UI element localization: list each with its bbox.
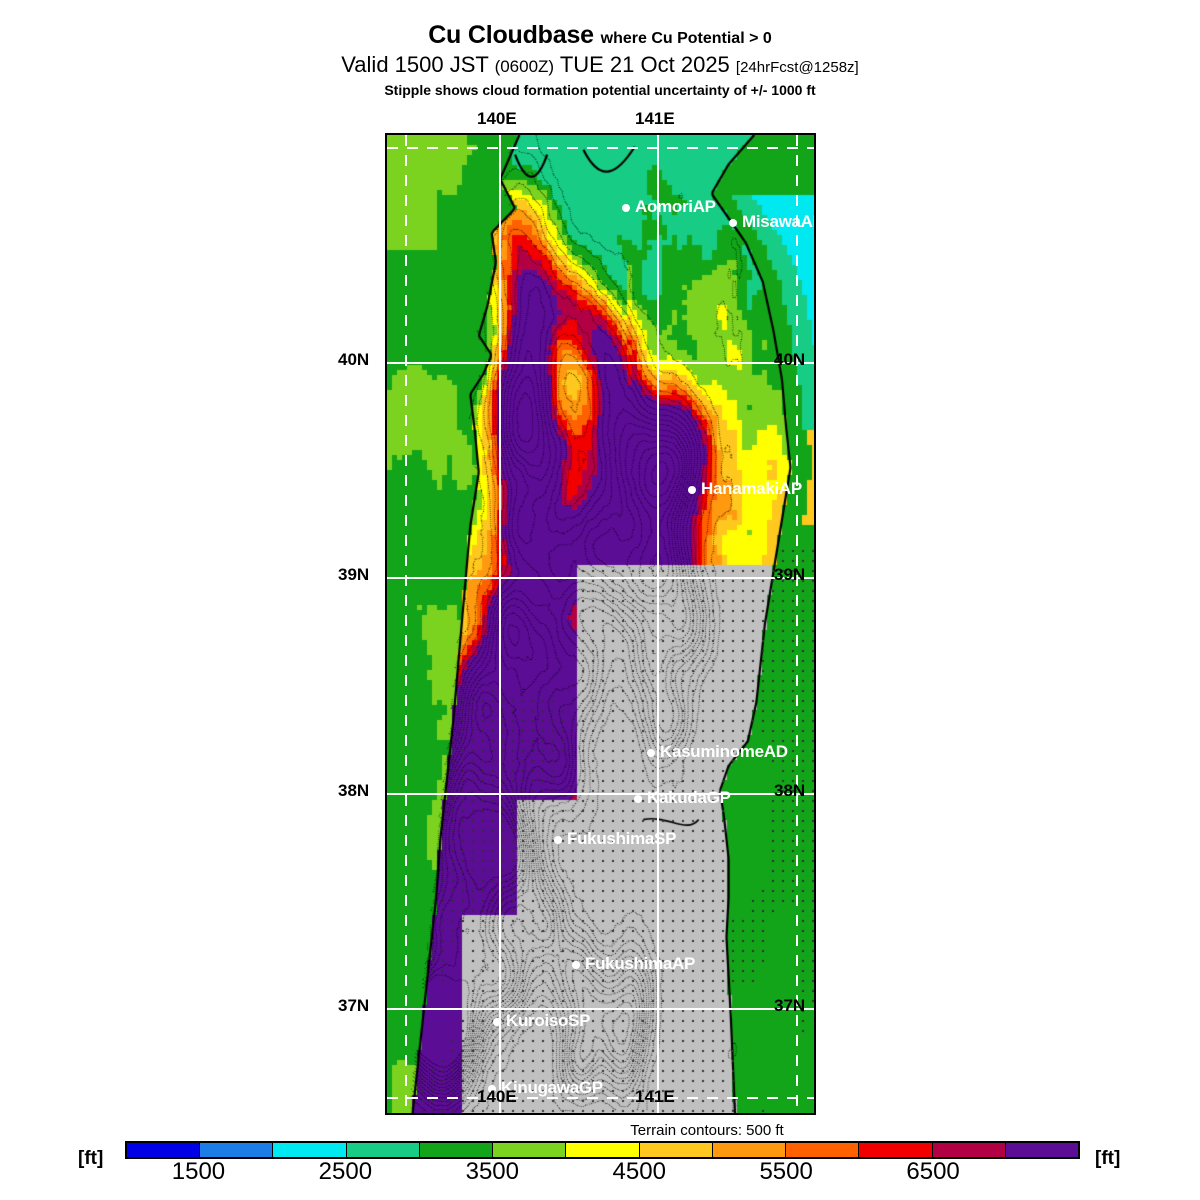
gridline-lat-0 [387,362,814,364]
station-label: FukushimaAP [585,954,696,973]
station-dot-icon [488,1085,496,1093]
station-dot-icon [493,1018,501,1026]
station-dot-icon [554,836,562,844]
domain-box-top [387,147,814,149]
station-label: MisawaAD [742,212,814,231]
colorbar-band-11 [932,1143,1006,1157]
station-dot-icon [647,749,655,757]
colorbar[interactable] [125,1141,1080,1159]
lon-label-bottom-140E: 140E [477,1087,517,1106]
domain-box-bottom [387,1097,814,1099]
station-label: KuroisoSP [506,1011,591,1030]
colorbar-band-9 [786,1143,860,1157]
title-block: Cu Cloudbase where Cu Potential > 0 Vali… [0,22,1200,98]
cloudbase-raster [387,135,814,1113]
stipple-note: Stipple shows cloud formation potential … [384,81,816,98]
lat-label-left-40N: 40N [338,349,370,369]
station-dot-icon [634,795,642,803]
colorbar-band-10 [859,1143,933,1157]
forecast-map[interactable]: AomoriAP MisawaAD HanamakiAP KasuminomeAD Ka… [385,133,816,1115]
lon-label-top-140E: 140E [477,109,517,128]
station-dot-icon [572,961,580,969]
station-label: FukushimaSP [567,829,677,848]
lat-label-right-38N: 38N [774,781,806,801]
lat-label-right-40N: 40N [774,349,806,369]
gridline-lon-0 [499,135,501,1113]
colorbar-tick-1500: 1500 [171,1158,226,1185]
valid-date: TUE 21 Oct 2025 [559,52,730,78]
station-label: KakudaGP [647,788,731,807]
map-viewport: AomoriAP MisawaAD HanamakiAP KasuminomeAD Ka… [387,135,814,1113]
valid-time-local: Valid 1500 JST [341,52,489,78]
station-dot-icon [729,219,737,227]
station-dot-icon [688,486,696,494]
gridline-lat-1 [387,577,814,579]
valid-time-line: Valid 1500 JST (0600Z) TUE 21 Oct 2025 [… [0,51,1200,79]
lat-label-left-38N: 38N [338,781,370,801]
lon-label-bottom-141E: 141E [635,1087,675,1106]
colorbar-band-7 [639,1143,713,1157]
colorbar-band-0 [127,1143,201,1157]
valid-time-utc: (0600Z) [494,57,555,77]
colorbar-band-2 [273,1143,347,1157]
station-dot-icon [622,204,630,212]
colorbar-tick-2500: 2500 [318,1158,373,1185]
forecast-run-info: [24hrFcst@1258z] [735,59,859,77]
colorbar-tick-4500: 4500 [612,1158,666,1185]
colorbar-band-6 [566,1143,640,1157]
station-label: HanamakiAP [701,479,802,498]
colorbar-band-3 [346,1143,420,1157]
colorbar-unit-right: [ft] [1095,1148,1121,1169]
colorbar-band-8 [712,1143,787,1157]
title-condition: where Cu Potential > 0 [600,30,772,47]
gridline-lat-2 [387,793,814,795]
domain-box-left [405,135,407,1113]
lat-label-left-37N: 37N [338,996,370,1016]
colorbar-band-1 [200,1143,274,1157]
station-label: KinugawaGP [501,1078,603,1097]
colorbar-tick-3500: 3500 [465,1158,519,1185]
colorbar-band-12 [1005,1143,1079,1157]
gridline-lon-1 [657,135,659,1113]
station-label: KasuminomeAD [660,742,788,761]
title-main: Cu Cloudbase [428,21,594,49]
domain-box-right [796,135,798,1113]
page-title: Cu Cloudbase where Cu Potential > 0 [0,22,1200,48]
lat-label-left-39N: 39N [338,565,370,585]
colorbar-band-5 [493,1143,567,1157]
map-border [385,133,816,1115]
terrain-contour-note: Terrain contours: 500 ft [630,1122,784,1139]
lat-label-right-37N: 37N [774,996,806,1016]
lat-label-right-39N: 39N [774,565,806,585]
lon-label-top-141E: 141E [635,109,675,128]
colorbar-unit-left: [ft] [78,1148,104,1169]
colorbar-tick-6500: 6500 [906,1158,960,1185]
colorbar-tick-5500: 5500 [759,1158,813,1185]
station-label: AomoriAP [635,197,716,216]
colorbar-band-4 [419,1143,494,1157]
gridline-lat-3 [387,1008,814,1010]
